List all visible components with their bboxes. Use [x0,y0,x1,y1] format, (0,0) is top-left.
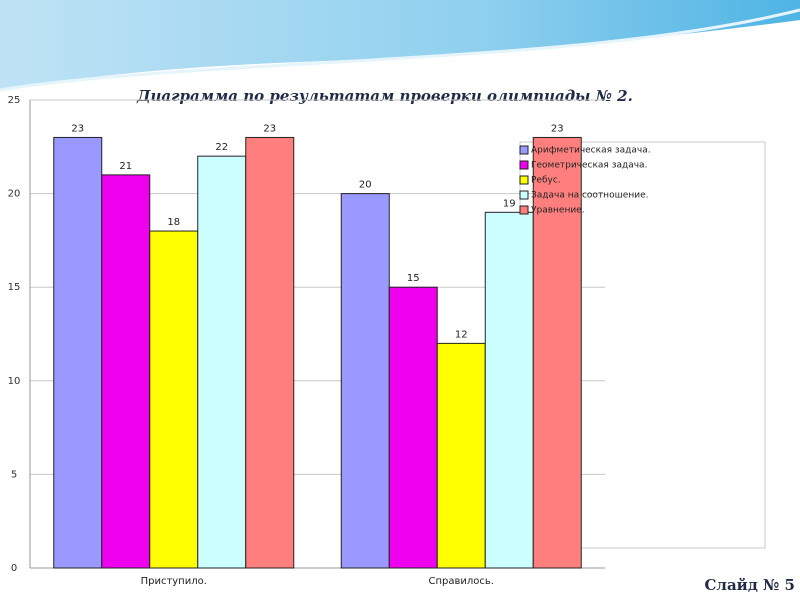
y-tick-label: 20 [8,189,21,200]
bar [53,136,103,569]
header-wave [0,0,800,90]
data-label: 12 [455,329,468,340]
legend-swatch [519,190,529,200]
header-wave-light [0,8,800,92]
legend-swatch [519,160,529,170]
data-label: 15 [407,273,420,284]
data-label: 23 [263,123,276,134]
legend-label: Геометрическая задача. [531,161,647,171]
data-label: 18 [167,217,180,228]
data-label: 23 [551,123,564,134]
bar [532,136,582,569]
x-tick-label: Приступило. [141,576,207,587]
bar [340,193,390,569]
bar [388,286,438,569]
y-tick-label: 5 [11,469,17,480]
data-label: 21 [119,161,132,172]
data-label: 22 [215,142,228,153]
x-tick-label: Справилось. [429,576,494,587]
legend-label: Ребус. [531,176,561,186]
bar [245,136,295,569]
legend-swatch [519,205,529,215]
bar [436,342,486,569]
data-label: 20 [359,180,372,191]
chart-title: Диаграмма по результатам проверки олимпи… [136,87,633,105]
bar [101,174,151,569]
plot: 0 5 10 15 20 25 Приступило. 23 21 18 22 23 Справилос… [8,95,605,587]
y-tick-label: 25 [8,95,21,106]
bar [149,230,199,569]
legend-swatch [519,175,529,185]
bar [484,211,534,569]
y-tick-label: 0 [11,563,17,574]
legend-label: Уравнение. [531,206,585,216]
data-label: 19 [503,198,516,209]
legend-label: Арифметическая задача. [531,146,651,156]
legend-swatch [519,145,529,155]
slide-label: Слайд № 5 [704,576,795,594]
legend-label: Задача на соотношение. [531,191,648,201]
y-tick-label: 15 [8,282,21,293]
bar [197,155,247,569]
y-tick-label: 10 [8,376,21,387]
data-label: 23 [71,123,84,134]
